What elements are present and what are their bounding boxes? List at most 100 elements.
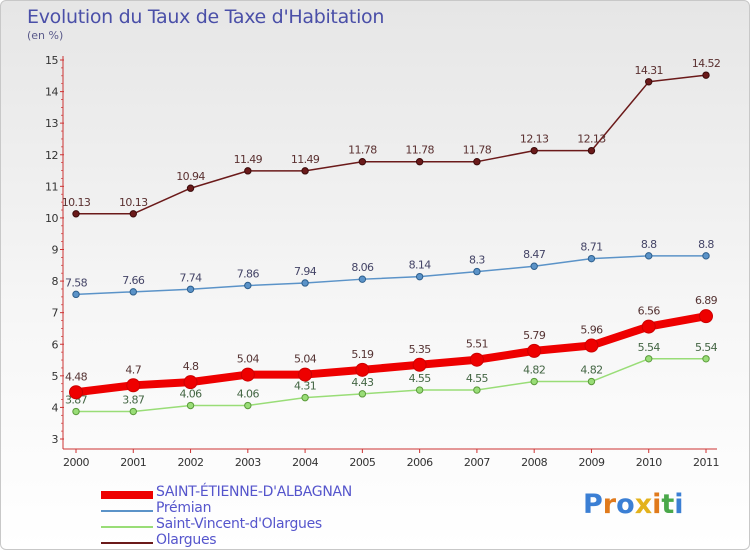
data-point-premian bbox=[129, 288, 137, 296]
x-tick-label: 2010 bbox=[636, 456, 662, 469]
data-label-saint-vincent-d-olargues: 4.55 bbox=[409, 372, 432, 385]
data-point-olargues bbox=[530, 146, 538, 155]
legend-label: Olargues bbox=[156, 532, 217, 548]
data-point-saint-etienne-d-albagnan bbox=[584, 338, 599, 353]
data-label-premian: 8.8 bbox=[641, 238, 657, 251]
y-tick-label: 9 bbox=[52, 244, 59, 257]
data-point-saint-vincent-d-olargues bbox=[186, 401, 195, 410]
data-point-olargues bbox=[415, 157, 424, 166]
data-label-olargues: 14.52 bbox=[692, 57, 721, 70]
data-label-saint-etienne-d-albagnan: 5.79 bbox=[523, 329, 546, 342]
data-label-olargues: 11.78 bbox=[348, 144, 377, 157]
y-tick-label: 13 bbox=[45, 117, 58, 130]
data-point-saint-etienne-d-albagnan bbox=[527, 343, 542, 358]
data-point-saint-vincent-d-olargues bbox=[129, 407, 137, 416]
y-tick-label: 8 bbox=[52, 275, 59, 288]
series-line-premian bbox=[75, 255, 706, 296]
data-label-premian: 7.94 bbox=[294, 265, 317, 278]
logo-letter: o bbox=[616, 489, 635, 520]
data-point-premian bbox=[72, 290, 80, 299]
data-label-premian: 7.86 bbox=[237, 268, 260, 281]
data-point-premian bbox=[645, 252, 653, 260]
logo-letter: r bbox=[602, 489, 617, 520]
series-line-saint-etienne-d-albagnan bbox=[75, 312, 707, 397]
data-label-saint-vincent-d-olargues: 5.54 bbox=[638, 341, 661, 354]
series-line-saint-vincent-d-olargues bbox=[76, 358, 706, 413]
data-point-olargues bbox=[72, 210, 80, 218]
data-point-saint-etienne-d-albagnan bbox=[355, 362, 370, 377]
data-label-premian: 8.06 bbox=[351, 261, 374, 274]
data-point-saint-etienne-d-albagnan bbox=[412, 357, 427, 372]
data-point-saint-vincent-d-olargues bbox=[530, 377, 538, 386]
logo-letter: x bbox=[634, 489, 653, 520]
data-label-olargues: 14.31 bbox=[634, 64, 663, 77]
data-label-olargues: 11.49 bbox=[234, 153, 263, 166]
proxiti-logo: Proxiti bbox=[583, 489, 684, 520]
data-label-saint-etienne-d-albagnan: 5.96 bbox=[580, 324, 603, 337]
data-point-olargues bbox=[129, 210, 137, 218]
legend-swatch bbox=[101, 542, 153, 544]
data-point-saint-etienne-d-albagnan bbox=[183, 375, 198, 390]
data-label-saint-vincent-d-olargues: 4.55 bbox=[466, 372, 489, 385]
data-point-saint-vincent-d-olargues bbox=[473, 386, 481, 394]
data-label-olargues: 11.49 bbox=[291, 153, 320, 166]
data-label-saint-vincent-d-olargues: 3.87 bbox=[122, 394, 145, 407]
data-point-olargues bbox=[587, 146, 596, 155]
y-tick-label: 12 bbox=[45, 149, 58, 162]
data-label-olargues: 12.13 bbox=[520, 133, 549, 146]
data-point-saint-vincent-d-olargues bbox=[645, 355, 653, 363]
logo-letter: t bbox=[661, 489, 675, 520]
data-label-saint-etienne-d-albagnan: 5.04 bbox=[237, 353, 260, 366]
data-point-saint-vincent-d-olargues bbox=[244, 401, 252, 410]
x-tick-label: 2009 bbox=[578, 456, 604, 469]
legend-swatch bbox=[101, 526, 153, 528]
data-point-premian bbox=[415, 272, 424, 281]
data-point-saint-vincent-d-olargues bbox=[301, 393, 309, 402]
data-point-premian bbox=[530, 262, 538, 270]
data-label-premian: 7.58 bbox=[65, 276, 88, 289]
data-label-premian: 7.66 bbox=[122, 274, 145, 287]
x-tick-label: 2008 bbox=[521, 456, 547, 469]
data-point-premian bbox=[587, 254, 596, 263]
data-point-saint-etienne-d-albagnan bbox=[469, 352, 484, 367]
legend-label: Saint-Vincent-d'Olargues bbox=[156, 516, 322, 532]
y-tick-label: 4 bbox=[52, 401, 59, 414]
data-point-saint-etienne-d-albagnan bbox=[240, 367, 255, 382]
data-label-premian: 8.71 bbox=[580, 241, 602, 254]
data-point-saint-etienne-d-albagnan bbox=[641, 319, 656, 334]
data-point-saint-vincent-d-olargues bbox=[702, 355, 710, 363]
data-point-olargues bbox=[358, 157, 367, 166]
y-tick-label: 10 bbox=[45, 212, 58, 225]
data-label-saint-vincent-d-olargues: 4.43 bbox=[351, 376, 374, 389]
data-label-premian: 8.8 bbox=[698, 238, 714, 251]
data-label-olargues: 10.13 bbox=[62, 196, 91, 209]
data-label-saint-etienne-d-albagnan: 5.35 bbox=[409, 343, 432, 356]
logo-letter: i bbox=[674, 489, 684, 520]
x-tick-label: 2011 bbox=[693, 456, 719, 469]
x-tick-label: 2007 bbox=[464, 456, 490, 469]
data-label-premian: 8.3 bbox=[469, 254, 485, 267]
data-point-olargues bbox=[702, 71, 710, 79]
data-label-saint-etienne-d-albagnan: 4.48 bbox=[65, 370, 88, 383]
data-point-premian bbox=[473, 267, 481, 276]
legend-swatch bbox=[101, 491, 153, 499]
chart-subtitle: (en %) bbox=[27, 29, 64, 42]
data-point-saint-vincent-d-olargues bbox=[587, 377, 596, 386]
data-label-olargues: 11.78 bbox=[405, 144, 434, 157]
data-label-saint-etienne-d-albagnan: 5.51 bbox=[466, 338, 488, 351]
x-tick-label: 2003 bbox=[235, 456, 261, 469]
data-label-premian: 8.14 bbox=[409, 259, 432, 272]
data-point-saint-vincent-d-olargues bbox=[72, 407, 80, 416]
logo-letter: i bbox=[652, 489, 662, 520]
data-point-olargues bbox=[244, 167, 252, 175]
data-label-saint-etienne-d-albagnan: 6.89 bbox=[695, 294, 718, 307]
x-tick-label: 2002 bbox=[178, 456, 204, 469]
data-point-saint-etienne-d-albagnan bbox=[69, 385, 83, 400]
data-label-saint-vincent-d-olargues: 4.31 bbox=[294, 380, 316, 393]
x-tick-label: 2006 bbox=[407, 456, 433, 469]
data-label-premian: 8.47 bbox=[523, 248, 546, 261]
legend-label: SAINT-ÉTIENNE-D'ALBAGNAN bbox=[156, 484, 352, 500]
data-label-olargues: 10.13 bbox=[119, 196, 148, 209]
data-point-saint-vincent-d-olargues bbox=[415, 386, 424, 394]
